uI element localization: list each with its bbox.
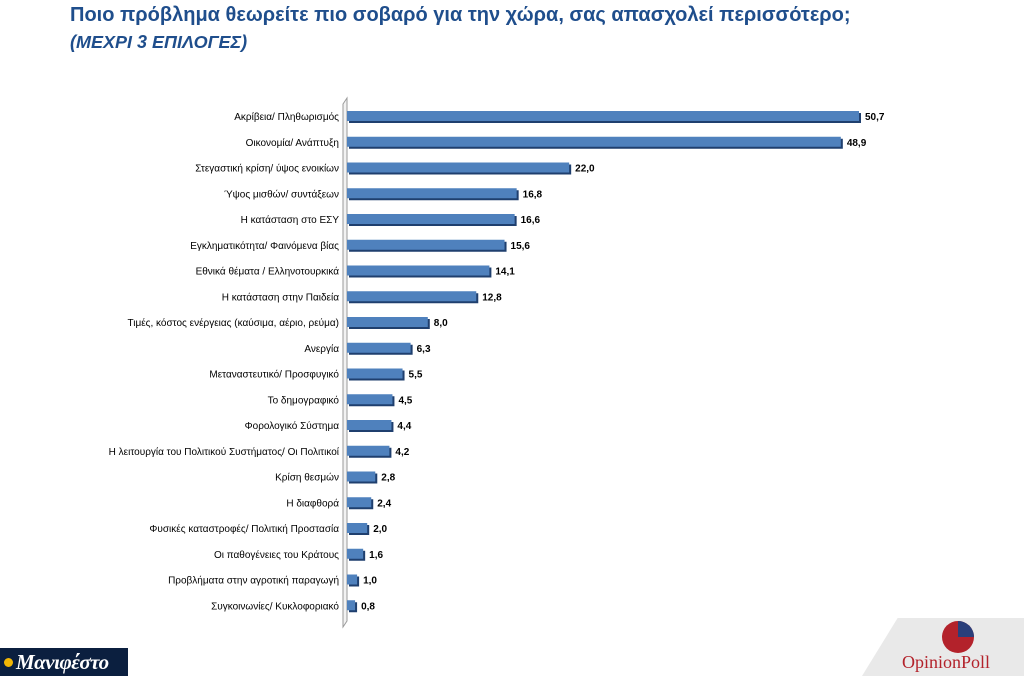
category-axis [342,96,348,629]
bar [347,188,517,199]
bar [347,111,859,121]
category-label: Προβλήματα στην αγροτική παραγωγή [168,575,339,587]
bar [347,317,428,327]
bar [347,342,411,353]
value-label: 1,0 [363,576,377,587]
value-label: 4,2 [395,447,409,458]
category-label: Οικονομία/ Ανάπτυξη [246,137,339,149]
value-label: 5,5 [409,370,423,381]
bar [347,471,376,482]
category-label: Τιμές, κόστος ενέργειας (καύσιμα, αέριο,… [127,317,339,329]
value-label: 8,0 [434,318,448,329]
opinionpoll-logo-text: OpinionPoll [902,652,991,672]
category-label: Η κατάσταση στην Παιδεία [222,291,339,303]
value-label: 4,4 [397,421,411,432]
category-label: Οι παθογένειες του Κράτους [214,549,339,561]
value-label: 1,6 [369,550,383,561]
category-label: Κρίση θεσμών [275,472,339,484]
chart-subtitle: (ΜΕΧΡΙ 3 ΕΠΙΛΟΓΕΣ) [70,32,248,52]
value-label: 16,6 [521,215,541,226]
value-label: 2,0 [373,524,387,535]
category-label: Συγκοινωνίες/ Κυκλοφοριακό [211,600,339,612]
category-label: Εθνικά θέματα / Ελληνοτουρκικά [196,266,340,278]
opinionpoll-logo-icon [942,621,974,653]
category-label: Ακρίβεια/ Πληθωρισμός [234,111,339,123]
bar [347,394,393,405]
manifesto-logo: Μανιφέστο [0,648,128,676]
category-label: Ύψος μισθών/ συντάξεων [224,188,339,200]
value-label: 2,8 [381,473,395,484]
value-label: 14,1 [495,267,515,278]
bar [347,420,392,430]
manifesto-logo-text: Μανιφέστο [16,649,109,674]
category-label: Μεταναστευτικό/ Προσφυγικό [209,369,339,381]
category-label: Στεγαστική κρίση/ ύψος ενοικίων [195,163,339,175]
bar [347,574,358,585]
bar [347,368,403,379]
logo-dot-icon [4,657,13,667]
bar [347,136,841,147]
category-label: Το δημογραφικό [268,394,340,406]
value-label: 16,8 [523,189,543,200]
bar [347,548,364,559]
category-label: Φυσικές καταστροφές/ Πολιτική Προστασία [149,523,339,535]
bar [347,162,570,173]
value-label: 50,7 [865,112,885,123]
chart-title: Ποιο πρόβλημα θεωρείτε πιο σοβαρό για τη… [70,4,851,26]
value-label: 15,6 [511,241,531,252]
bar [347,265,490,276]
bar [347,497,372,508]
bar [347,600,356,611]
category-label: Εγκληματικότητα/ Φαινόμενα βίας [190,240,339,252]
category-label: Ανεργία [304,343,339,355]
category-label: Η διαφθορά [286,497,339,509]
bar [347,523,368,533]
bar [347,291,477,302]
value-label: 6,3 [417,344,431,355]
value-label: 0,8 [361,601,375,612]
category-label: Η λειτουργία του Πολιτικού Συστήματος/ Ο… [109,446,340,458]
category-label: Φορολογικό Σύστημα [245,420,340,432]
category-label: Η κατάσταση στο ΕΣΥ [241,214,340,226]
value-label: 22,0 [575,164,595,175]
value-label: 2,4 [377,498,391,509]
bar [347,214,515,224]
value-label: 4,5 [398,395,412,406]
bar [347,445,390,456]
value-label: 12,8 [482,292,502,303]
bar [347,239,505,250]
value-label: 48,9 [847,138,867,149]
